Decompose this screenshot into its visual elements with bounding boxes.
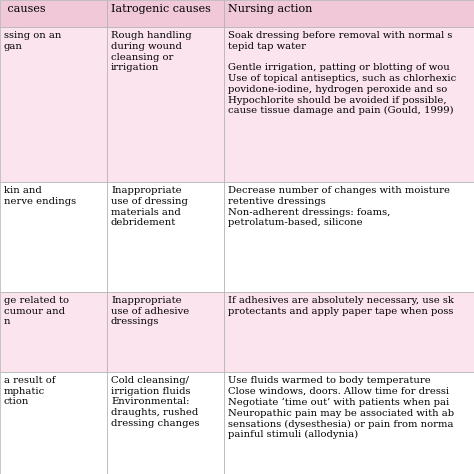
Bar [107, 372, 224, 474]
Bar [107, 182, 224, 292]
Bar [224, 292, 474, 372]
Text: Cold cleansing/
irrigation fluids
Environmental:
draughts, rushed
dressing chang: Cold cleansing/ irrigation fluids Enviro… [111, 376, 200, 428]
Text: If adhesives are absolutely necessary, use sk
protectants and apply paper tape w: If adhesives are absolutely necessary, u… [228, 296, 454, 316]
Bar [107, 27, 224, 182]
Bar [0, 0, 107, 27]
Text: Soak dressing before removal with normal s
tepid tap water

Gentle irrigation, p: Soak dressing before removal with normal… [228, 31, 456, 115]
Text: Nursing action: Nursing action [228, 4, 312, 14]
Text: ge related to
cumour and
n: ge related to cumour and n [4, 296, 69, 327]
Bar [107, 292, 224, 372]
Text: Decrease number of changes with moisture
retentive dressings
Non-adherent dressi: Decrease number of changes with moisture… [228, 186, 450, 227]
Bar [224, 372, 474, 474]
Text: ssing on an
gan: ssing on an gan [4, 31, 61, 51]
Text: kin and
nerve endings: kin and nerve endings [4, 186, 76, 206]
Bar [224, 182, 474, 292]
Text: Iatrogenic causes: Iatrogenic causes [111, 4, 211, 14]
Bar [0, 372, 107, 474]
Bar [224, 27, 474, 182]
Bar [0, 182, 107, 292]
Text: Inappropriate
use of adhesive
dressings: Inappropriate use of adhesive dressings [111, 296, 189, 327]
Bar [107, 0, 224, 27]
Text: a result of
mphatic
ction: a result of mphatic ction [4, 376, 55, 407]
Text: causes: causes [4, 4, 46, 14]
Bar [0, 292, 107, 372]
Text: Rough handling
during wound
cleansing or
irrigation: Rough handling during wound cleansing or… [111, 31, 191, 72]
Bar [0, 27, 107, 182]
Text: Use fluids warmed to body temperature
Close windows, doors. Allow time for dress: Use fluids warmed to body temperature Cl… [228, 376, 454, 439]
Bar [224, 0, 474, 27]
Text: Inappropriate
use of dressing
materials and
debridement: Inappropriate use of dressing materials … [111, 186, 188, 227]
